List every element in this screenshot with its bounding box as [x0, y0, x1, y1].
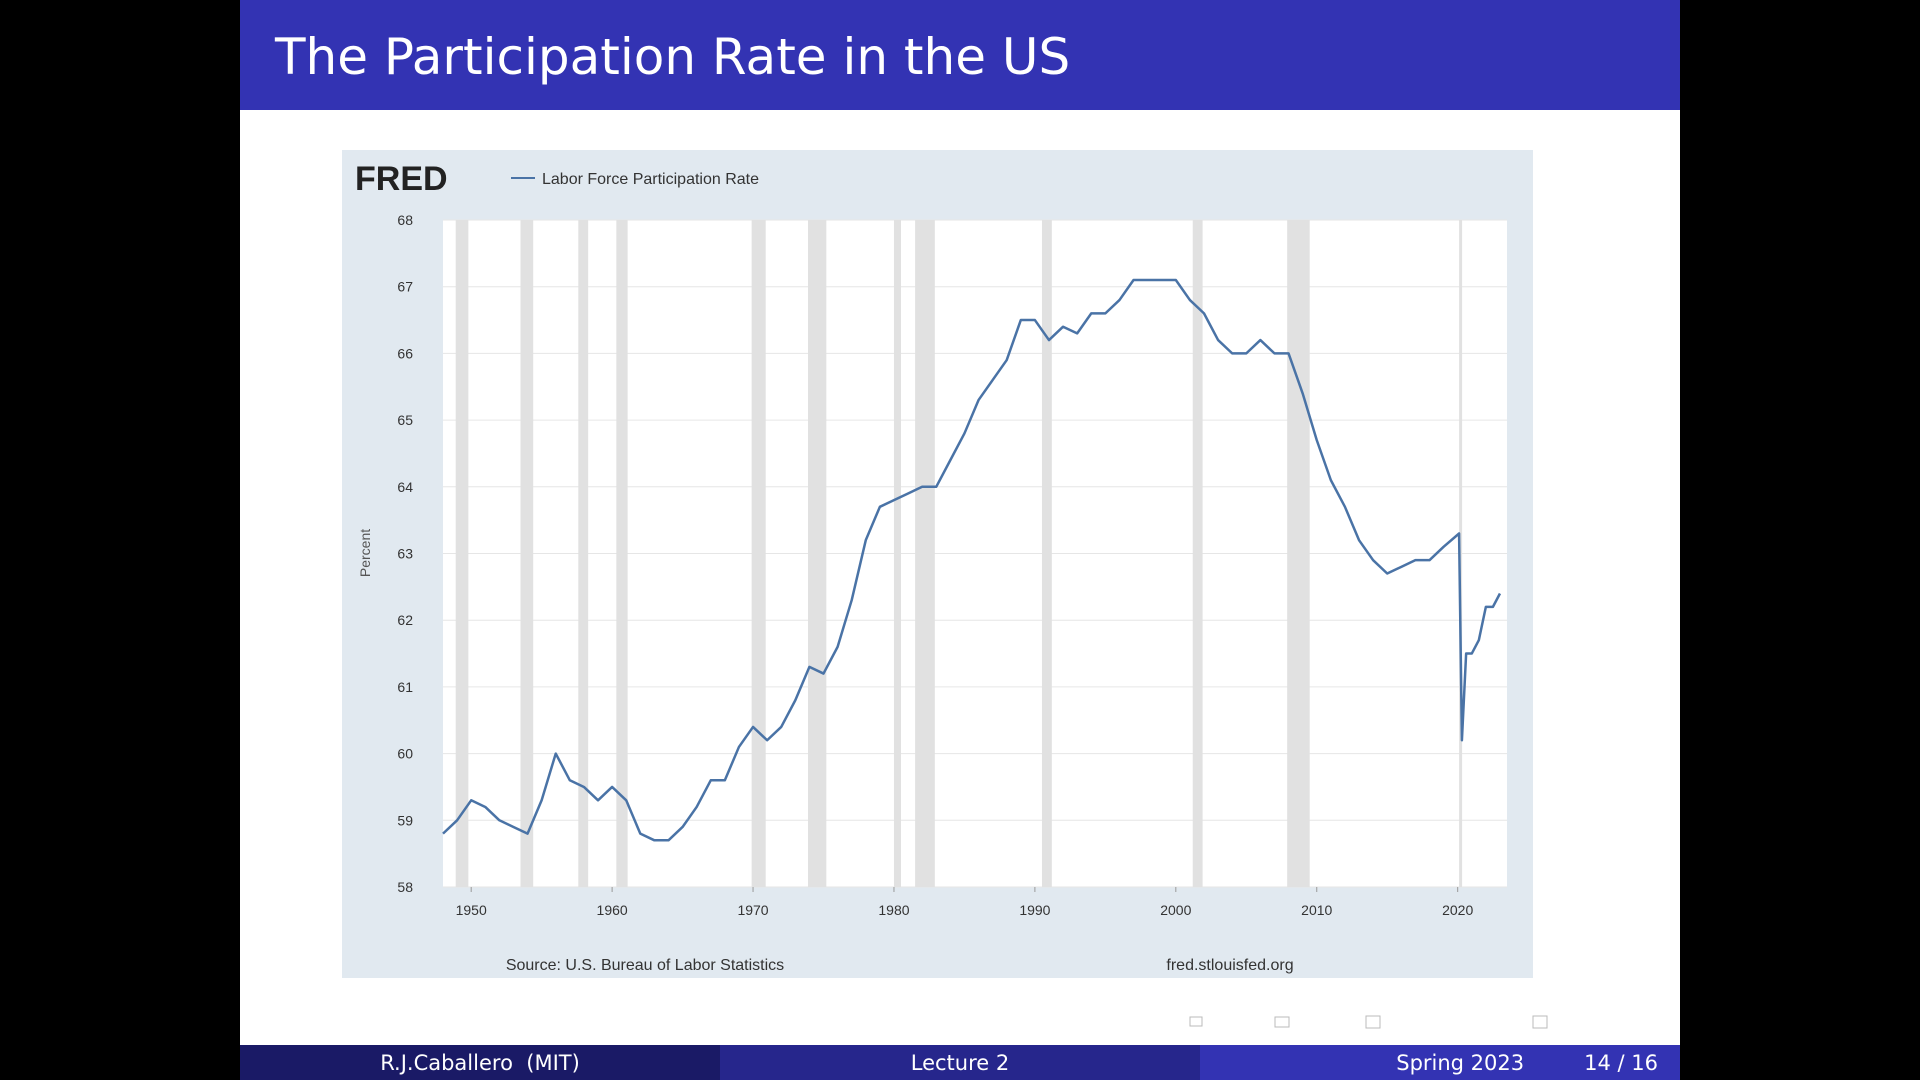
recession-band [751, 220, 766, 887]
footer-lecture: Lecture 2 [720, 1045, 1200, 1080]
legend-label: Labor Force Participation Rate [542, 171, 759, 188]
recession-band [616, 220, 628, 887]
data-line [442, 278, 1502, 842]
recession-band [455, 220, 469, 887]
recession-band [578, 220, 589, 887]
fred-logo: FRED [355, 160, 448, 198]
chart: FRED Labor Force Participation Rate Perc… [342, 150, 1548, 1029]
slide: The Participation Rate in the US FRED La… [240, 0, 1680, 1080]
lecture: Lecture 2 [910, 1050, 1010, 1075]
term: Spring 2023 [1396, 1050, 1525, 1075]
y-tick-label: 67 [397, 279, 413, 295]
footer-author: R.J.Caballero (MIT) [240, 1045, 720, 1080]
recession-band [1041, 220, 1052, 887]
x-tick-label: 1960 [597, 902, 628, 918]
recession-band [893, 220, 902, 887]
y-tick-label: 62 [397, 612, 413, 628]
x-tick-label: 2010 [1301, 902, 1332, 918]
recession-band [520, 220, 534, 887]
y-tick-label: 64 [397, 479, 413, 495]
x-tick-label: 1980 [878, 902, 909, 918]
y-tick-label: 61 [397, 679, 413, 695]
x-tick-label: 2020 [1442, 902, 1473, 918]
y-tick-label: 66 [397, 345, 413, 361]
y-tick-label: 60 [397, 746, 413, 762]
y-tick-label: 65 [397, 412, 413, 428]
slide-footer: R.J.Caballero (MIT) Lecture 2 Spring 202… [240, 1045, 1680, 1080]
x-tick-label: 2000 [1160, 902, 1191, 918]
recession-band [915, 220, 935, 887]
y-tick-label: 63 [397, 546, 413, 562]
y-axis-label: Percent [357, 529, 373, 577]
page-number: 14 / 16 [1584, 1050, 1658, 1075]
footer-right: Spring 2023 14 / 16 [1200, 1045, 1680, 1080]
source: Source: U.S. Bureau of Labor Statistics [506, 957, 784, 974]
slide-title: The Participation Rate in the US [275, 28, 1071, 86]
recession-band [808, 220, 827, 887]
y-tick-label: 58 [397, 879, 413, 895]
y-tick-label: 68 [397, 212, 413, 228]
nav-icons [1189, 1015, 1548, 1029]
y-tick-label: 59 [397, 812, 413, 828]
slide-header: The Participation Rate in the US [240, 0, 1680, 110]
x-tick-label: 1950 [456, 902, 487, 918]
x-tick-label: 1990 [1019, 902, 1050, 918]
author: R.J.Caballero (MIT) [380, 1050, 580, 1075]
recession-band [1287, 220, 1310, 887]
source-url: fred.stlouisfed.org [1166, 957, 1293, 974]
recession-band [1192, 220, 1203, 887]
x-tick-label: 1970 [737, 902, 768, 918]
